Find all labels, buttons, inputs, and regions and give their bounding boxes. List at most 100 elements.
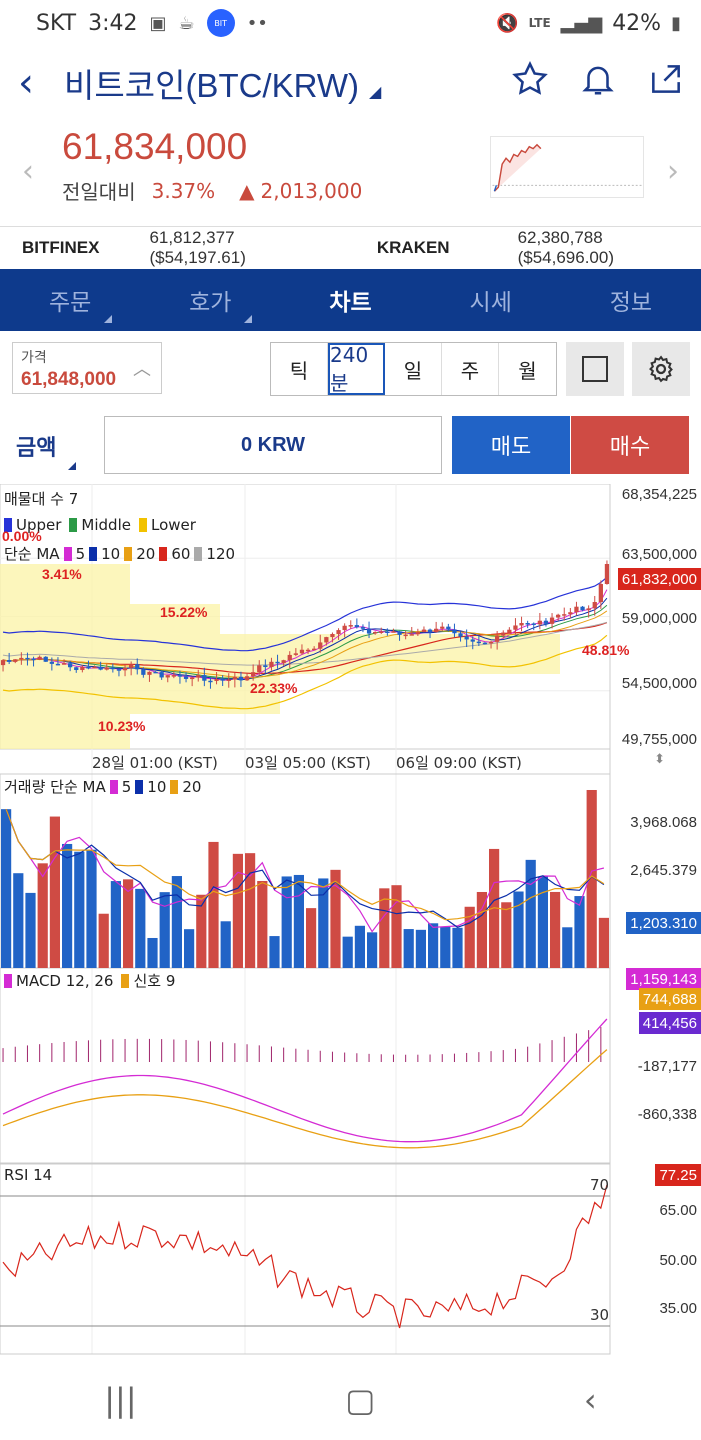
candle bbox=[61, 663, 67, 665]
square-icon bbox=[582, 356, 608, 382]
period-240min[interactable]: 240분 bbox=[328, 343, 385, 395]
candle bbox=[446, 626, 451, 630]
volume-profile-pct: 10.23% bbox=[98, 718, 146, 734]
macd-pane-frame bbox=[0, 967, 611, 1164]
candle bbox=[312, 648, 317, 651]
rsi-level-label: 30 bbox=[590, 1306, 610, 1324]
back-icon[interactable]: ‹ bbox=[18, 60, 34, 106]
volume-bar bbox=[489, 848, 500, 968]
candle bbox=[0, 660, 6, 666]
candle bbox=[604, 564, 610, 584]
chart-canvas[interactable] bbox=[0, 484, 701, 1358]
time-axis-label: 28일 01:00 (KST) bbox=[92, 754, 218, 772]
volume-bar bbox=[525, 859, 536, 968]
amount-input[interactable]: 0 KRW bbox=[104, 416, 442, 474]
main-tabs: 주문 호가 차트 시세 정보 bbox=[0, 269, 701, 331]
bollinger-upper-line bbox=[2, 576, 608, 652]
volume-bar bbox=[110, 881, 121, 968]
candle bbox=[153, 671, 158, 674]
settings-button[interactable] bbox=[632, 342, 690, 396]
candle bbox=[171, 675, 176, 677]
volume-bar bbox=[342, 936, 353, 968]
app-badge-icon: BIT bbox=[206, 9, 235, 37]
period-week[interactable]: 주 bbox=[442, 343, 499, 395]
volume-bar bbox=[37, 863, 48, 968]
sparkline-chart[interactable] bbox=[490, 136, 644, 198]
candle bbox=[488, 641, 494, 644]
candle bbox=[458, 633, 463, 637]
candle bbox=[556, 614, 561, 618]
volume-bar bbox=[293, 874, 304, 968]
recent-apps-icon[interactable]: ||| bbox=[104, 1381, 137, 1419]
volume-bar bbox=[354, 925, 365, 968]
volume-bar bbox=[537, 876, 548, 968]
period-day[interactable]: 일 bbox=[385, 343, 442, 395]
price-axis-label: 49,755,000 bbox=[621, 731, 697, 748]
chart-panel[interactable]: 매물대 수 7 Upper Middle Lower 단순 MA 5 10 20… bbox=[0, 484, 701, 1358]
volume-bar bbox=[98, 913, 109, 968]
exchange-name: KRAKEN bbox=[376, 237, 450, 257]
pane-resize-icon[interactable]: ⬍ bbox=[654, 752, 665, 767]
candle bbox=[470, 639, 475, 642]
macd-line bbox=[2, 1018, 608, 1143]
ma-legend: 단순 MA 5 10 20 60 120 bbox=[4, 544, 236, 564]
volume-bar bbox=[135, 888, 146, 968]
volume-bar bbox=[391, 885, 402, 968]
tab-orderbook[interactable]: 호가 bbox=[140, 269, 280, 331]
price-selector[interactable]: 가격 61,848,000 ︿ bbox=[12, 342, 162, 394]
candle bbox=[421, 629, 427, 633]
volume-bar bbox=[306, 908, 317, 968]
candle bbox=[397, 631, 402, 635]
star-icon[interactable] bbox=[511, 60, 549, 98]
candle bbox=[177, 675, 183, 677]
fullscreen-button[interactable] bbox=[566, 342, 624, 396]
candle bbox=[476, 641, 481, 644]
volume-bar bbox=[598, 917, 609, 968]
more-dots-icon: •• bbox=[246, 12, 268, 34]
tab-info[interactable]: 정보 bbox=[609, 290, 653, 316]
period-month[interactable]: 월 bbox=[518, 358, 537, 383]
volume-bar bbox=[464, 906, 475, 968]
candle bbox=[269, 661, 274, 668]
tab-order[interactable]: 주문 bbox=[0, 269, 140, 331]
battery-icon: ▮ bbox=[671, 12, 681, 34]
rsi-legend: RSI 14 bbox=[4, 1166, 53, 1184]
candle bbox=[159, 672, 164, 678]
amount-selector[interactable]: 금액 bbox=[16, 436, 57, 461]
period-tick[interactable]: 틱 bbox=[271, 343, 328, 395]
candle bbox=[348, 625, 353, 627]
tab-market[interactable]: 시세 bbox=[469, 290, 512, 316]
candle bbox=[427, 629, 433, 633]
back-nav-icon[interactable]: ‹ bbox=[583, 1381, 597, 1419]
candle bbox=[147, 671, 152, 675]
candle bbox=[507, 629, 512, 633]
candle bbox=[190, 677, 195, 680]
share-icon[interactable] bbox=[647, 60, 685, 98]
candle bbox=[86, 666, 91, 669]
page-title[interactable]: 비트코인(BTC/KRW) bbox=[64, 67, 359, 104]
buy-button[interactable]: 매수 bbox=[571, 416, 689, 474]
time-axis-label: 06일 09:00 (KST) bbox=[396, 754, 522, 772]
candle bbox=[373, 631, 378, 634]
candle bbox=[31, 658, 36, 661]
candle bbox=[452, 629, 457, 634]
candle bbox=[37, 656, 42, 660]
candle bbox=[110, 667, 115, 670]
amount-dropdown-icon[interactable] bbox=[68, 462, 76, 470]
bell-icon[interactable] bbox=[579, 60, 617, 98]
next-coin-icon[interactable]: › bbox=[667, 154, 679, 189]
sell-button[interactable]: 매도 bbox=[452, 416, 570, 474]
rsi-line bbox=[2, 1184, 608, 1329]
title-dropdown-icon[interactable]: ◢ bbox=[368, 81, 382, 101]
tab-chart[interactable]: 차트 bbox=[329, 290, 372, 316]
candle bbox=[104, 667, 109, 670]
price-value: 61,848,000 bbox=[21, 369, 117, 390]
candle bbox=[263, 665, 268, 668]
candle bbox=[141, 669, 146, 675]
macd-tag: 1,159,143 bbox=[626, 968, 701, 990]
candle bbox=[122, 667, 128, 671]
macd-signal-tag: 744,688 bbox=[638, 988, 701, 1010]
prev-coin-icon[interactable]: ‹ bbox=[22, 154, 34, 189]
home-icon[interactable]: ▢ bbox=[345, 1381, 376, 1419]
volume-bar bbox=[403, 929, 414, 968]
